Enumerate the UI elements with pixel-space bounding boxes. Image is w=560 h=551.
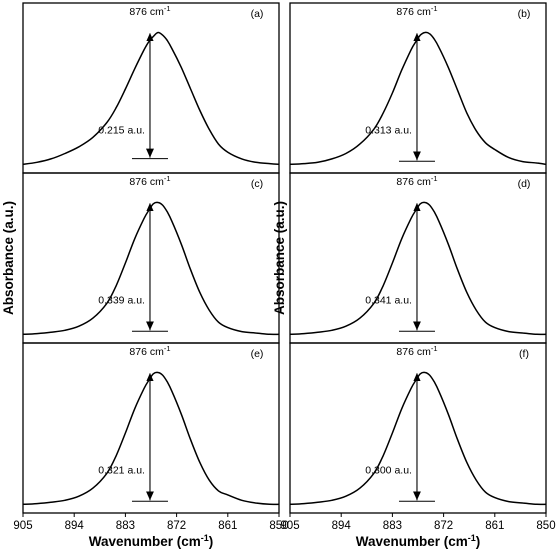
peak-position-sup: -1: [164, 344, 171, 353]
peak-position-text: 876 cm: [129, 6, 164, 18]
y-axis-title: Absorbance (a.u.): [272, 201, 287, 315]
peak-position-label: 876 cm-1: [396, 174, 437, 188]
x-axis-title: Wavenumber (cm-1): [356, 533, 481, 549]
peak-position-sup: -1: [431, 174, 438, 183]
x-axis-title: Wavenumber (cm-1): [89, 533, 214, 549]
panel-label: (d): [518, 178, 531, 190]
peak-position-label: 876 cm-1: [396, 4, 437, 18]
panel-d: 876 cm-1 (d) 0.341 a.u.: [289, 172, 547, 344]
peak-position-sup: -1: [164, 174, 171, 183]
panel-label: (a): [251, 8, 264, 20]
panel-frame: [22, 342, 280, 514]
height-label: 0.341 a.u.: [365, 294, 412, 306]
panel-label: (e): [251, 348, 264, 360]
panel-a: 876 cm-1 (a) 0.215 a.u.: [22, 2, 280, 174]
panel-frame: [22, 2, 280, 174]
x-axis-title-sup: -1: [468, 533, 476, 543]
x-axis-title-text: Wavenumber (cm: [89, 534, 201, 549]
peak-position-sup: -1: [431, 4, 438, 13]
x-tick-label: 850: [269, 520, 288, 532]
spectrum-line: [22, 371, 280, 506]
peak-position-text: 876 cm: [396, 6, 431, 18]
panel-c: 876 cm-1 (c) 0.339 a.u.: [22, 172, 280, 344]
peak-position-text: 876 cm: [129, 346, 164, 358]
height-label: 0.300 a.u.: [365, 464, 412, 476]
peak-position-label: 876 cm-1: [396, 344, 437, 358]
height-label: 0.313 a.u.: [365, 124, 412, 136]
x-tick-label: 905: [280, 520, 299, 532]
x-tick-label: 894: [65, 520, 85, 532]
peak-position-text: 876 cm: [129, 176, 164, 188]
height-label: 0.339 a.u.: [98, 294, 145, 306]
panel-label: (f): [519, 348, 529, 360]
y-axis-title: Absorbance (a.u.): [1, 201, 16, 315]
peak-position-label: 876 cm-1: [129, 4, 170, 18]
height-label: 0.215 a.u.: [98, 124, 145, 136]
panel-label: (c): [251, 178, 263, 190]
spectrum-line: [289, 31, 547, 166]
spectrum-line: [289, 371, 547, 506]
peak-position-sup: -1: [431, 344, 438, 353]
x-tick-label: 872: [167, 520, 186, 532]
panel-frame: [289, 172, 547, 344]
peak-position-text: 876 cm: [396, 176, 431, 188]
peak-position-sup: -1: [164, 4, 171, 13]
peak-position-label: 876 cm-1: [129, 174, 170, 188]
x-tick-label: 861: [218, 520, 237, 532]
panel-frame: [289, 2, 547, 174]
spectrum-line: [22, 31, 280, 166]
panel-e: 876 cm-1 (e) 0.321 a.u.: [22, 342, 280, 514]
panel-f: 876 cm-1 (f) 0.300 a.u.: [289, 342, 547, 514]
spectrum-line: [289, 201, 547, 336]
height-label: 0.321 a.u.: [98, 464, 145, 476]
x-tick-label: 905: [13, 520, 32, 532]
x-tick-label: 861: [485, 520, 504, 532]
panel-b: 876 cm-1 (b) 0.313 a.u.: [289, 2, 547, 174]
x-axis-title-sup: -1: [201, 533, 209, 543]
x-axis-title-text: Wavenumber (cm: [356, 534, 468, 549]
x-tick-label: 872: [434, 520, 453, 532]
spectrum-line: [22, 201, 280, 336]
x-tick-label: 850: [536, 520, 555, 532]
x-tick-label: 894: [332, 520, 352, 532]
x-axis-title-tail: ): [476, 534, 481, 549]
panel-label: (b): [518, 8, 531, 20]
panel-frame: [22, 172, 280, 344]
peak-position-text: 876 cm: [396, 346, 431, 358]
x-axis-title-tail: ): [209, 534, 214, 549]
x-tick-label: 883: [116, 520, 135, 532]
x-tick-label: 883: [383, 520, 402, 532]
panel-frame: [289, 342, 547, 514]
peak-position-label: 876 cm-1: [129, 344, 170, 358]
